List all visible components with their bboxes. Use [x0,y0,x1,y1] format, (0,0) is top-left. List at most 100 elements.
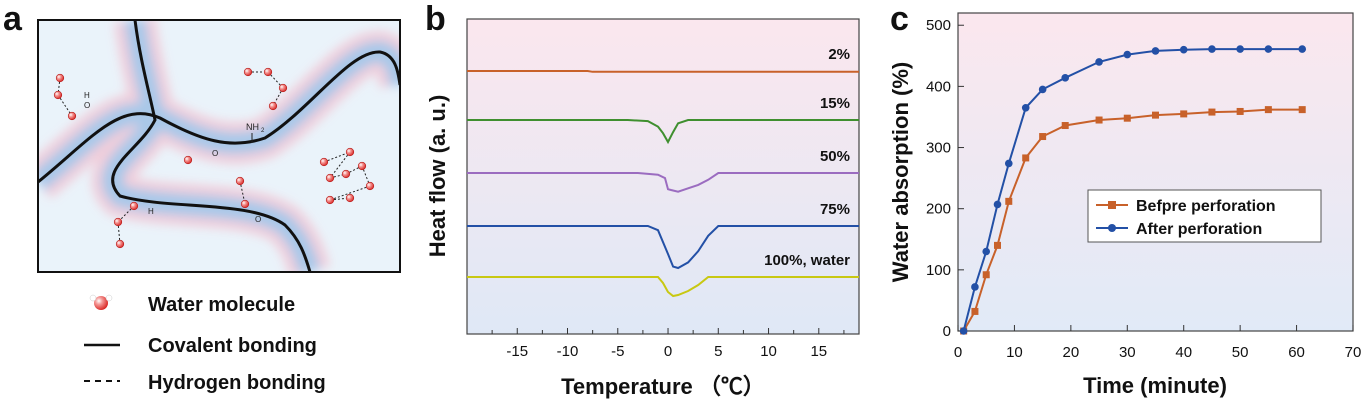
abs-data-point-square [1298,106,1306,114]
water-molecules [53,67,375,249]
abs-data-point-square [1005,197,1013,205]
schematic-legend: Water molecule Covalent bonding Hydrogen… [84,294,326,394]
dsc-x-tick-label: 10 [760,343,777,360]
dsc-curve-label: 15% [820,95,850,112]
legend-series-2-label: After perforation [1136,221,1262,238]
water-atom [113,217,123,227]
abs-y-tick-label: 400 [926,78,951,95]
dsc-x-axis-label: Temperature （℃） [561,374,765,399]
water-atom [235,176,245,186]
amine-group: NH 2 [246,122,265,143]
abs-data-point-square [1022,154,1030,162]
hydroxyl-group-3: O [255,215,261,224]
water-atom [243,67,253,77]
water-atom [278,83,288,93]
legend-square-marker [1108,201,1116,209]
water-molecule-icon [94,296,108,310]
abs-x-tick-label: 10 [1006,344,1023,361]
absorption-legend: Befpre perforation After perforation [1087,189,1322,243]
water-atom [55,73,65,83]
abs-x-tick-label: 20 [1063,344,1080,361]
panel-b-letter: b [425,0,446,38]
dsc-curve-label: 50% [820,148,850,165]
abs-data-point-square [1061,122,1069,130]
dsc-curve-label: 75% [820,201,850,218]
water-atom [183,155,193,165]
abs-series-line [962,108,1303,332]
abs-data-point-square [1236,107,1244,115]
covalent-chain-1 [39,50,399,184]
dsc-curve [467,225,859,270]
dsc-series: 2% 15% 50% 75% 100%, water [467,46,859,298]
water-atom [365,181,375,191]
abs-series-line [962,48,1303,332]
absorption-plot-area [957,12,1354,332]
hydroxyl-h-label: H [84,91,90,100]
abs-data-point-circle [1095,58,1103,66]
water-atom [67,111,77,121]
water-atom [240,199,250,209]
abs-data-point-square [1095,116,1103,124]
absorption-x-axis-label: Time (minute) [1083,373,1227,398]
hydroxyl-o-label: O [84,101,90,110]
abs-x-tick-label: 0 [954,344,962,361]
dsc-curve [467,276,859,298]
water-atom [263,67,273,77]
dsc-x-tick-label: 0 [664,343,672,360]
water-atom [53,90,63,100]
abs-y-tick-label: 200 [926,201,951,218]
abs-data-point-square [982,271,990,279]
abs-data-point-square [1152,111,1159,119]
abs-data-point-circle [971,283,979,291]
dsc-curve-label: 2% [828,46,850,63]
dsc-y-axis-label: Heat flow (a. u.) [425,95,450,258]
absorption-y-axis-label: Water absorption (%) [888,62,913,282]
hydroxyl-o-label-2: O [212,149,218,158]
abs-data-point-circle [1298,45,1307,53]
water-atom [268,101,278,111]
hydroxyl-o-label-3: O [255,215,261,224]
hydroxyl-group-2: O [212,149,218,158]
abs-data-point-circle [1208,45,1216,53]
water-atom [357,161,367,171]
hydroxyl-group-1: H O [84,91,90,110]
water-atom [345,147,355,157]
abs-data-point-circle [1123,50,1132,59]
amine-h-label-2: H [148,207,154,216]
dsc-x-tick-label: -10 [557,343,579,360]
polymer-chains [39,21,399,271]
panel-c: c 0 10 20 30 40 50 60 70 0 100 200 300 400 500 Time (… [888,0,1361,398]
abs-x-tick-label: 50 [1232,344,1249,361]
abs-data-point-circle [1061,74,1070,82]
panel-a-letter: a [3,0,23,38]
dsc-x-tick-label: 15 [810,343,827,360]
panel-a: a NH 2 H O O H [3,0,401,394]
water-atom [325,195,335,205]
dsc-curve-label: 100%, water [764,252,850,269]
abs-x-tick-label: 40 [1175,344,1192,361]
absorption-axes: 0 10 20 30 40 50 60 70 0 100 200 300 400 500 [926,17,1361,361]
water-atom [345,193,355,203]
abs-data-point-square [1123,114,1131,122]
abs-data-point-square [1264,106,1272,114]
abs-y-tick-label: 100 [926,262,951,279]
abs-y-tick-label: 0 [943,323,951,340]
abs-data-point-circle [1264,45,1273,53]
abs-data-point-circle [1004,159,1013,168]
water-atom [325,173,335,183]
abs-x-tick-label: 30 [1119,344,1136,361]
dsc-curve [467,172,859,193]
amine-group-2: H [148,207,154,216]
abs-data-point-circle [1151,47,1160,55]
legend-box [1087,189,1322,243]
water-atom [319,157,329,167]
abs-data-point-circle [1236,45,1244,53]
dsc-x-tick-label: -5 [611,343,624,360]
abs-y-tick-label: 500 [926,17,951,34]
abs-data-point-circle [1179,45,1188,54]
abs-data-point-square [1208,108,1216,116]
water-atom [129,201,139,211]
dsc-curve [467,70,859,73]
panel-b: b 2%15%50%75%100%, water -15 -10 -5 0 5 10 15 … [425,0,860,399]
abs-data-point-circle [1021,103,1030,112]
